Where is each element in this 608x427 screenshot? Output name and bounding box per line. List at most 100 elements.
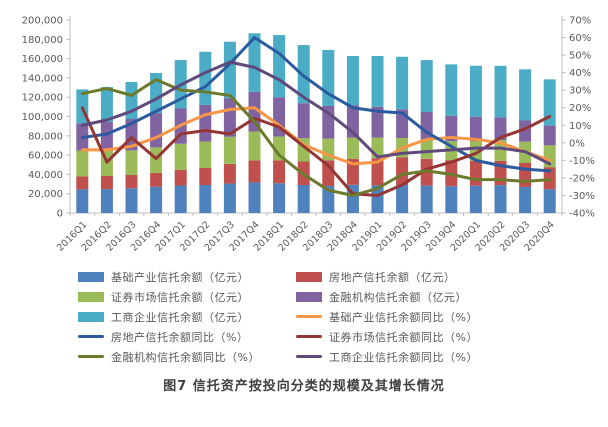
right-axis-tick-label: 0% <box>569 138 585 149</box>
left-axis-tick-label: 0 <box>57 209 63 220</box>
legend-label: 房地产信托余额（亿元） <box>329 270 456 284</box>
bar-segment <box>174 169 187 186</box>
bar-segment <box>420 139 433 159</box>
bar-segment <box>150 113 163 148</box>
right-axis-tick-label: 10% <box>569 121 591 132</box>
bar-segment <box>150 172 163 187</box>
legend-item: 工商企业信托余额同比（%） <box>296 350 530 364</box>
trend-line <box>80 78 552 197</box>
bar-segment <box>100 121 113 151</box>
left-axis-tick-label: 80,000 <box>28 131 63 142</box>
bar-segment <box>322 185 335 213</box>
legend-bar-swatch <box>296 271 322 282</box>
legend-label: 金融机构信托余额（亿元） <box>329 290 467 304</box>
legend-line-swatch <box>296 355 322 358</box>
bar-segment <box>174 185 187 213</box>
trend-line <box>80 36 552 173</box>
right-axis-tick-label: 20% <box>569 103 591 114</box>
legend-bar-swatch <box>296 291 322 302</box>
bar-segment <box>223 41 236 99</box>
bar-segment <box>297 103 310 139</box>
bar-segment <box>420 60 433 112</box>
bar-segment <box>199 104 212 142</box>
bar-segment <box>469 116 482 142</box>
bar-segment <box>248 182 261 213</box>
bar-segment <box>494 185 507 213</box>
bar-segment <box>543 125 556 146</box>
legend-item: 房地产信托余额同比（%） <box>78 330 296 344</box>
bar-segment <box>125 188 138 213</box>
bar-segment <box>100 175 113 190</box>
bar-segment <box>150 147 163 173</box>
left-axis-tick-label: 100,000 <box>22 112 63 123</box>
bar-segment <box>322 160 335 186</box>
left-axis-tick-label: 120,000 <box>22 93 63 104</box>
bar-segment <box>125 150 138 175</box>
legend-item: 证券市场信托余额（亿元） <box>78 290 296 304</box>
right-axis-tick-label: 30% <box>569 86 591 97</box>
right-axis-tick-label: -20% <box>569 173 595 184</box>
right-axis-tick-label: -30% <box>569 191 595 202</box>
bar-segment <box>248 33 261 92</box>
legend-line-swatch <box>296 315 322 318</box>
trend-line <box>80 60 552 166</box>
legend-label: 房地产信托余额同比（%） <box>111 330 249 344</box>
bar-segment <box>76 150 89 177</box>
bar-segment <box>371 55 384 107</box>
bar-segment <box>469 65 482 117</box>
bar-segment <box>519 163 532 187</box>
left-axis-tick-label: 160,000 <box>22 54 63 65</box>
bar-segment <box>76 176 89 190</box>
legend-item: 工商企业信托余额（亿元） <box>78 310 296 324</box>
legend-item: 金融机构信托余额（亿元） <box>296 290 530 304</box>
bar-segment <box>543 79 556 126</box>
right-axis-tick-label: 60% <box>569 33 591 44</box>
bar-segment <box>248 160 261 183</box>
bar-segment <box>150 186 163 213</box>
bar-segment <box>519 186 532 213</box>
right-axis-tick-label: 50% <box>569 51 591 62</box>
bar-segment <box>223 183 236 213</box>
bar-segment <box>445 115 458 142</box>
left-axis-tick-label: 200,000 <box>22 16 63 27</box>
bar-segment <box>100 87 113 122</box>
bar-segment <box>273 136 286 161</box>
legend-item: 基础产业信托余额（亿元） <box>78 270 296 284</box>
bar-segment <box>494 117 507 141</box>
legend-line-swatch <box>78 355 104 358</box>
left-axis-tick-label: 40,000 <box>28 170 63 181</box>
figure-caption: 图7 信托资产按投向分类的规模及其增长情况 <box>163 379 445 394</box>
trend-line <box>80 106 552 166</box>
legend-label: 证券市场信托余额（亿元） <box>111 290 249 304</box>
bar-segment <box>494 65 507 118</box>
legend-label: 基础产业信托余额（亿元） <box>111 270 249 284</box>
right-axis-tick-label: -40% <box>569 209 595 220</box>
bar-segment <box>297 185 310 213</box>
legend-bar-swatch <box>78 311 104 322</box>
bar-segment <box>396 185 409 213</box>
legend-item: 基础产业信托余额同比（%） <box>296 310 530 324</box>
left-axis-tick-label: 180,000 <box>22 35 63 46</box>
bar-segment <box>273 183 286 213</box>
bar-segment <box>174 143 187 170</box>
trend-line <box>80 106 552 197</box>
bar-segment <box>248 131 261 161</box>
left-axis-tick-label: 140,000 <box>22 73 63 84</box>
bar-segment <box>273 35 286 98</box>
legend-label: 工商企业信托余额（亿元） <box>111 310 249 324</box>
bar-segment <box>223 163 236 184</box>
bar-segment <box>543 189 556 213</box>
legend-label: 金融机构信托余额同比（%） <box>111 350 260 364</box>
bar-segment <box>100 189 113 213</box>
legend-bar-swatch <box>78 271 104 282</box>
bar-segment <box>199 51 212 105</box>
legend-item: 房地产信托余额（亿元） <box>296 270 530 284</box>
legend-label: 基础产业信托余额同比（%） <box>329 310 478 324</box>
bar-segment <box>543 167 556 190</box>
bar-segment <box>346 137 359 159</box>
legend-item: 金融机构信托余额同比（%） <box>78 350 296 364</box>
bar-segment <box>396 157 409 186</box>
legend-label: 工商企业信托余额同比（%） <box>329 350 478 364</box>
bar-segment <box>469 160 482 186</box>
